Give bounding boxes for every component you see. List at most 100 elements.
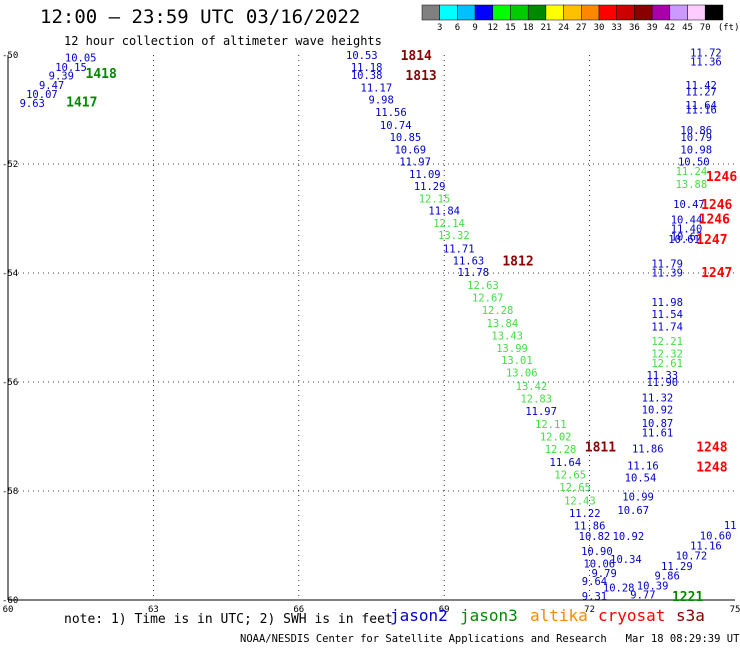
wave-height-point: 11.16 — [690, 541, 722, 553]
track-label: 1813 — [405, 69, 436, 84]
wave-height-point: 10.50 — [678, 156, 710, 168]
wave-height-point: 12.28 — [482, 305, 514, 317]
wave-height-point: 10.98 — [680, 144, 712, 156]
legend-altika: altika — [530, 606, 588, 625]
x-tick-label: 72 — [584, 605, 595, 615]
colorbar-tick: 45 — [682, 23, 693, 33]
legend-jason3: jason3 — [460, 606, 518, 625]
x-tick-label: 75 — [730, 605, 740, 615]
track-label: 1248 — [696, 440, 727, 455]
wave-height-point: 11.79 — [651, 259, 683, 271]
wave-height-point: 13.42 — [516, 381, 548, 393]
wave-height-point: 10.39 — [637, 580, 669, 592]
wave-height-point: 9.39 — [49, 71, 74, 83]
wave-height-point: 12.65 — [554, 470, 586, 482]
wave-height-point: 11.16 — [627, 460, 659, 472]
track-label: 1221 — [672, 590, 703, 605]
track-label: 1814 — [401, 49, 432, 64]
wave-height-point: 10.44 — [671, 215, 703, 227]
wave-height-point: 9.47 — [39, 80, 64, 92]
wave-height-point: 11.17 — [361, 83, 393, 95]
wave-height-point: 11.40 — [671, 223, 703, 235]
wave-height-point: 11.39 — [651, 267, 683, 279]
colorbar-tick: 27 — [576, 23, 587, 33]
wave-height-point: 13.43 — [491, 331, 523, 343]
wave-height-point: 10.72 — [676, 550, 708, 562]
wave-height-point: 12.67 — [472, 293, 504, 305]
wave-height-point: 13.88 — [676, 179, 708, 191]
wave-height-point: 10.90 — [581, 546, 613, 558]
track-label: 1811 — [585, 440, 616, 455]
wave-height-point: 11.29 — [661, 561, 693, 573]
wave-height-point: 10.74 — [380, 120, 412, 132]
chart-subtitle: 12 hour collection of altimeter wave hei… — [64, 34, 382, 48]
wave-height-point: 13.01 — [501, 355, 533, 367]
track-label: 1248 — [696, 460, 727, 475]
wave-height-point: 11.74 — [651, 321, 683, 333]
wave-height-point: 12.43 — [564, 495, 596, 507]
wave-height-point: 11.84 — [428, 205, 460, 217]
wave-height-point: 11.71 — [443, 243, 475, 255]
wave-height-point: 11.16 — [685, 105, 717, 117]
wave-height-point: 11.27 — [685, 87, 717, 99]
wave-height-point: 11.64 — [550, 457, 582, 469]
wave-height-point: 11 — [724, 520, 737, 532]
wave-height-point: 11.09 — [409, 169, 441, 181]
wave-height-point: 9.98 — [369, 95, 394, 107]
y-tick-label: -54 — [2, 269, 18, 279]
colorbar-tick: 6 — [455, 23, 460, 33]
wave-height-point: 10.38 — [351, 70, 383, 82]
wave-height-point: 10.47 — [673, 199, 705, 211]
wave-height-point: 11.78 — [457, 267, 489, 279]
legend-s3a: s3a — [676, 606, 705, 625]
wave-height-point: 10.54 — [625, 472, 657, 484]
wave-height-point: 13.84 — [487, 318, 519, 330]
wave-height-point: 12.21 — [651, 336, 683, 348]
wave-height-point: 10.85 — [390, 132, 422, 144]
wave-height-point: 11.64 — [685, 100, 717, 112]
track-label: 1246 — [701, 198, 732, 213]
wave-height-point: 10.99 — [622, 491, 654, 503]
wave-height-point: 10.82 — [579, 531, 611, 543]
wave-height-point: 10.28 — [603, 582, 635, 594]
generated-timestamp: Mar 18 08:29:39 UTC 2022 — [625, 633, 740, 645]
wave-height-point: 11.24 — [676, 166, 708, 178]
wave-height-point: 9.86 — [654, 570, 679, 582]
wave-height-point: 11.86 — [632, 443, 664, 455]
wave-height-point: 11.86 — [574, 520, 606, 532]
y-tick-label: -52 — [2, 160, 18, 170]
wave-height-point: 10.15 — [55, 62, 87, 74]
wave-height-point: 10.06 — [583, 558, 615, 570]
track-label: 1246 — [706, 170, 737, 185]
wave-height-point: 13.06 — [506, 368, 538, 380]
wave-height-point: 12.02 — [540, 432, 572, 444]
y-tick-label: -50 — [2, 51, 18, 61]
colorbar-tick: 21 — [540, 23, 551, 33]
wave-height-point: 11.72 — [690, 47, 722, 59]
wave-height-point: 10.53 — [346, 50, 378, 62]
wave-height-point: 10.07 — [26, 89, 58, 101]
track-label: 1418 — [86, 67, 117, 82]
colorbar-tick: 39 — [647, 23, 658, 33]
colorbar-tick: 18 — [523, 23, 534, 33]
colorbar-tick: 70 — [700, 23, 711, 33]
colorbar-tick: 42 — [664, 23, 675, 33]
wave-height-point: 11.36 — [690, 57, 722, 69]
track-label: 1812 — [502, 254, 533, 269]
wave-height-point: 12.83 — [520, 393, 552, 405]
wave-height-point: 10.86 — [680, 125, 712, 137]
wave-height-point: 12.65 — [559, 482, 591, 494]
wave-height-point: 12.63 — [467, 280, 499, 292]
wave-height-point: 11.97 — [399, 156, 431, 168]
y-tick-label: -60 — [2, 596, 18, 606]
wave-height-point: 12.11 — [535, 419, 567, 431]
colorbar-tick: 15 — [505, 23, 516, 33]
wave-height-point: 10.05 — [65, 53, 97, 65]
wave-height-point: 9.63 — [20, 98, 45, 110]
wave-height-point: 11.33 — [646, 370, 678, 382]
credit-line: NOAA/NESDIS Center for Satellite Applica… — [240, 633, 740, 645]
colorbar-tick: 12 — [487, 23, 498, 33]
wave-height-point: 11.56 — [375, 107, 407, 119]
